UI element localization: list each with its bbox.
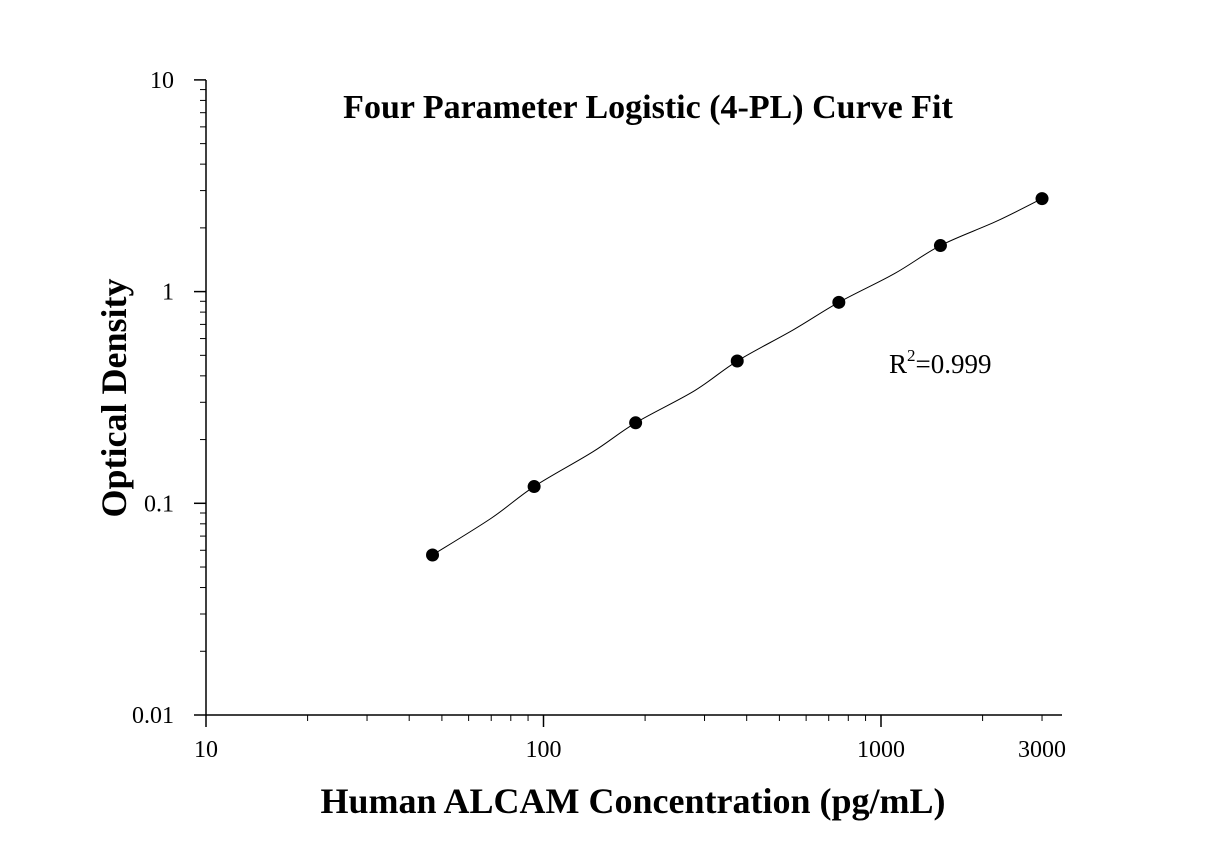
x-tick-label: 10 — [194, 737, 218, 763]
x-axis-label: Human ALCAM Concentration (pg/mL) — [320, 781, 945, 821]
y-tick-label: 10 — [150, 68, 174, 94]
data-point — [832, 295, 846, 309]
data-point — [933, 239, 947, 253]
x-tick-label: 1000 — [857, 737, 905, 763]
y-axis-label: Optical Density — [94, 279, 134, 518]
chart-title: Four Parameter Logistic (4-PL) Curve Fit — [343, 89, 953, 126]
x-tick-label: 100 — [526, 737, 562, 763]
data-point — [527, 480, 541, 494]
data-point — [1035, 192, 1049, 206]
r-squared-base: R — [889, 349, 907, 379]
axes — [205, 80, 1062, 716]
x-tick-label: 3000 — [1018, 737, 1066, 763]
r-squared-annotation: R2=0.999 — [889, 346, 992, 379]
data-point — [730, 354, 744, 368]
r-squared-value: =0.999 — [916, 349, 992, 379]
data-point — [629, 416, 643, 430]
ticks: 0.01 0.1 1 10 10 100 1000 3000 — [132, 68, 1066, 763]
r-squared-superscript: 2 — [907, 346, 916, 365]
y-tick-label: 0.1 — [144, 491, 174, 517]
data-point — [426, 548, 440, 562]
y-tick-label: 0.01 — [132, 703, 174, 729]
data-points — [426, 192, 1049, 562]
y-tick-label: 1 — [162, 280, 174, 306]
